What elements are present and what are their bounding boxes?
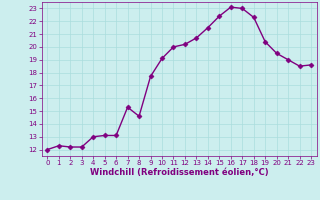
X-axis label: Windchill (Refroidissement éolien,°C): Windchill (Refroidissement éolien,°C) (90, 168, 268, 177)
